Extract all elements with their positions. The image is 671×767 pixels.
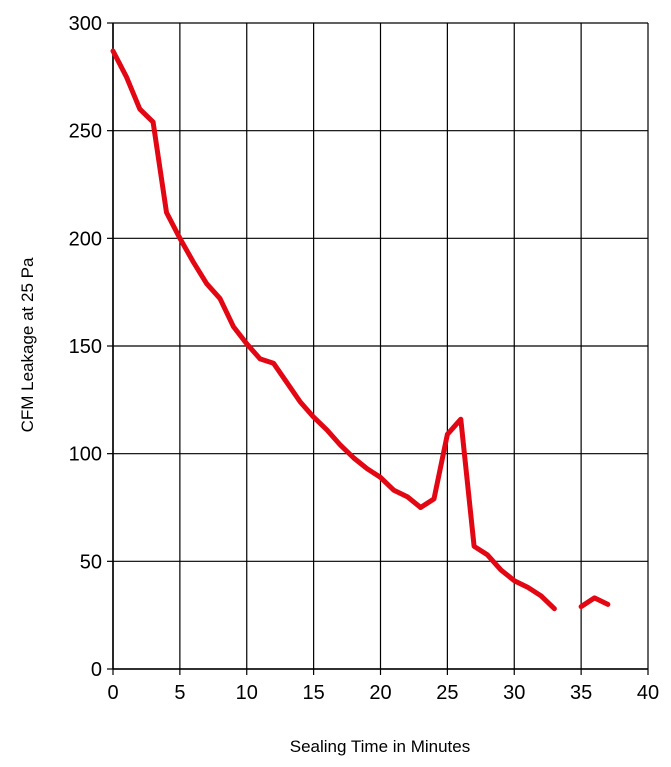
- y-tick-label: 200: [69, 228, 102, 250]
- y-tick-label: 100: [69, 444, 102, 466]
- series-line-segment: [578, 595, 611, 610]
- y-tick-label: 300: [69, 13, 102, 35]
- y-tick-label: 0: [91, 659, 102, 681]
- x-tick-label: 30: [503, 682, 525, 704]
- x-tick-label: 15: [303, 682, 325, 704]
- y-tick-label: 250: [69, 121, 102, 143]
- y-tick-label: 50: [80, 551, 102, 573]
- x-tick-label: 10: [236, 682, 258, 704]
- grid: [112, 22, 649, 670]
- series-line-segment: [110, 48, 557, 612]
- x-tick-label: 20: [369, 682, 391, 704]
- x-tick-label: 35: [570, 682, 592, 704]
- y-tick-label: 150: [69, 336, 102, 358]
- axes: [107, 22, 649, 675]
- tick-labels: 0 5 10 15 20 25 30 35 40 0 50 100 150 200 250 300: [69, 13, 660, 704]
- x-tick-label: 25: [436, 682, 458, 704]
- series: [110, 48, 611, 612]
- x-tick-label: 40: [637, 682, 659, 704]
- x-tick-label: 0: [107, 682, 118, 704]
- x-tick-label: 5: [174, 682, 185, 704]
- y-axis-title: CFM Leakage at 25 Pa: [18, 257, 37, 432]
- x-axis-title: Sealing Time in Minutes: [290, 737, 470, 756]
